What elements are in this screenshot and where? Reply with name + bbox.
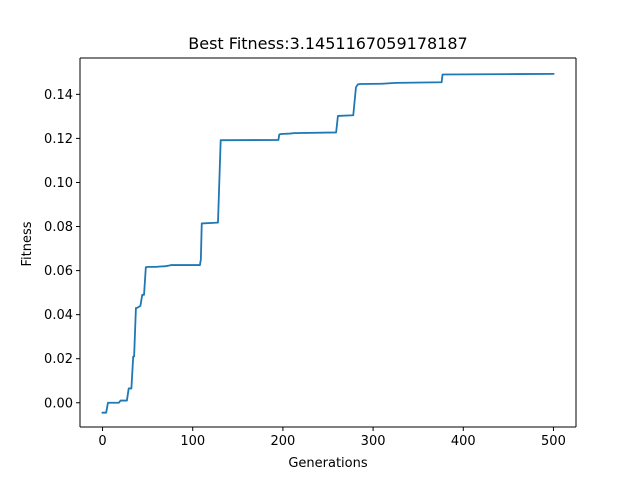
y-tick-label: 0.08: [44, 220, 73, 235]
x-tick-label: 100: [180, 434, 205, 449]
x-tick-label: 200: [270, 434, 295, 449]
x-tick-label: 300: [361, 434, 386, 449]
x-axis-ticks: 0 100 200 300 400 500: [98, 427, 566, 449]
y-tick-label: 0.04: [44, 308, 73, 323]
y-tick-label: 0.02: [44, 352, 73, 367]
y-tick-label: 0.10: [44, 176, 73, 191]
chart-title: Best Fitness:3.1451167059178187: [188, 34, 467, 53]
x-axis-label: Generations: [288, 456, 368, 471]
y-tick-label: 0.14: [44, 88, 73, 103]
y-tick-label: 0.12: [44, 132, 73, 147]
y-axis-ticks: 0.00 0.02 0.04 0.06 0.08 0.10 0.12 0.14: [44, 88, 80, 411]
plot-area: [79, 57, 577, 428]
y-tick-label: 0.00: [44, 396, 73, 411]
y-axis-label: Fitness: [20, 221, 35, 266]
x-tick-label: 0: [98, 434, 106, 449]
x-tick-label: 500: [541, 434, 566, 449]
y-tick-label: 0.06: [44, 264, 73, 279]
x-tick-label: 400: [451, 434, 476, 449]
series-line-0: [101, 72, 555, 414]
